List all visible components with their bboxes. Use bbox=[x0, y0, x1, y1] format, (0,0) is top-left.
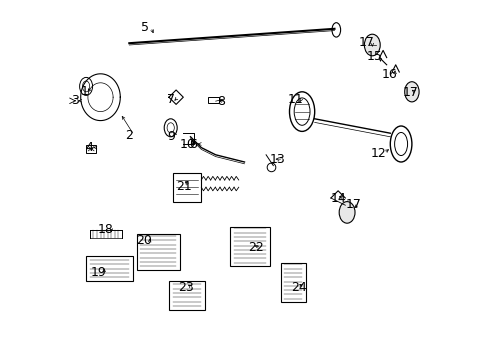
Ellipse shape bbox=[339, 202, 354, 223]
Text: 15: 15 bbox=[366, 50, 382, 63]
Text: 17: 17 bbox=[402, 86, 418, 99]
Text: 21: 21 bbox=[176, 180, 191, 193]
Text: 1: 1 bbox=[81, 85, 88, 98]
Text: 4: 4 bbox=[85, 141, 93, 154]
Text: 19: 19 bbox=[91, 266, 106, 279]
Text: 9: 9 bbox=[166, 130, 174, 143]
Bar bbox=[208, 97, 219, 103]
Text: 24: 24 bbox=[291, 281, 306, 294]
Text: 11: 11 bbox=[287, 93, 303, 105]
Text: 6: 6 bbox=[189, 138, 197, 150]
Text: 16: 16 bbox=[381, 68, 397, 81]
Text: 18: 18 bbox=[98, 223, 114, 236]
Text: 20: 20 bbox=[136, 234, 152, 247]
Text: 7: 7 bbox=[166, 93, 174, 105]
Text: 5: 5 bbox=[141, 21, 149, 33]
Text: 10: 10 bbox=[179, 138, 195, 150]
Ellipse shape bbox=[364, 34, 380, 56]
Ellipse shape bbox=[404, 82, 418, 102]
Text: 2: 2 bbox=[124, 129, 132, 141]
Text: 13: 13 bbox=[269, 153, 285, 166]
Text: 23: 23 bbox=[178, 281, 193, 294]
Text: 8: 8 bbox=[217, 95, 224, 108]
Text: 12: 12 bbox=[370, 147, 386, 159]
Text: 17: 17 bbox=[358, 36, 374, 49]
Text: 17: 17 bbox=[345, 198, 361, 211]
Text: 14: 14 bbox=[330, 192, 346, 205]
Text: 3: 3 bbox=[70, 94, 79, 107]
Text: 22: 22 bbox=[247, 241, 264, 254]
Bar bbox=[86, 145, 96, 153]
